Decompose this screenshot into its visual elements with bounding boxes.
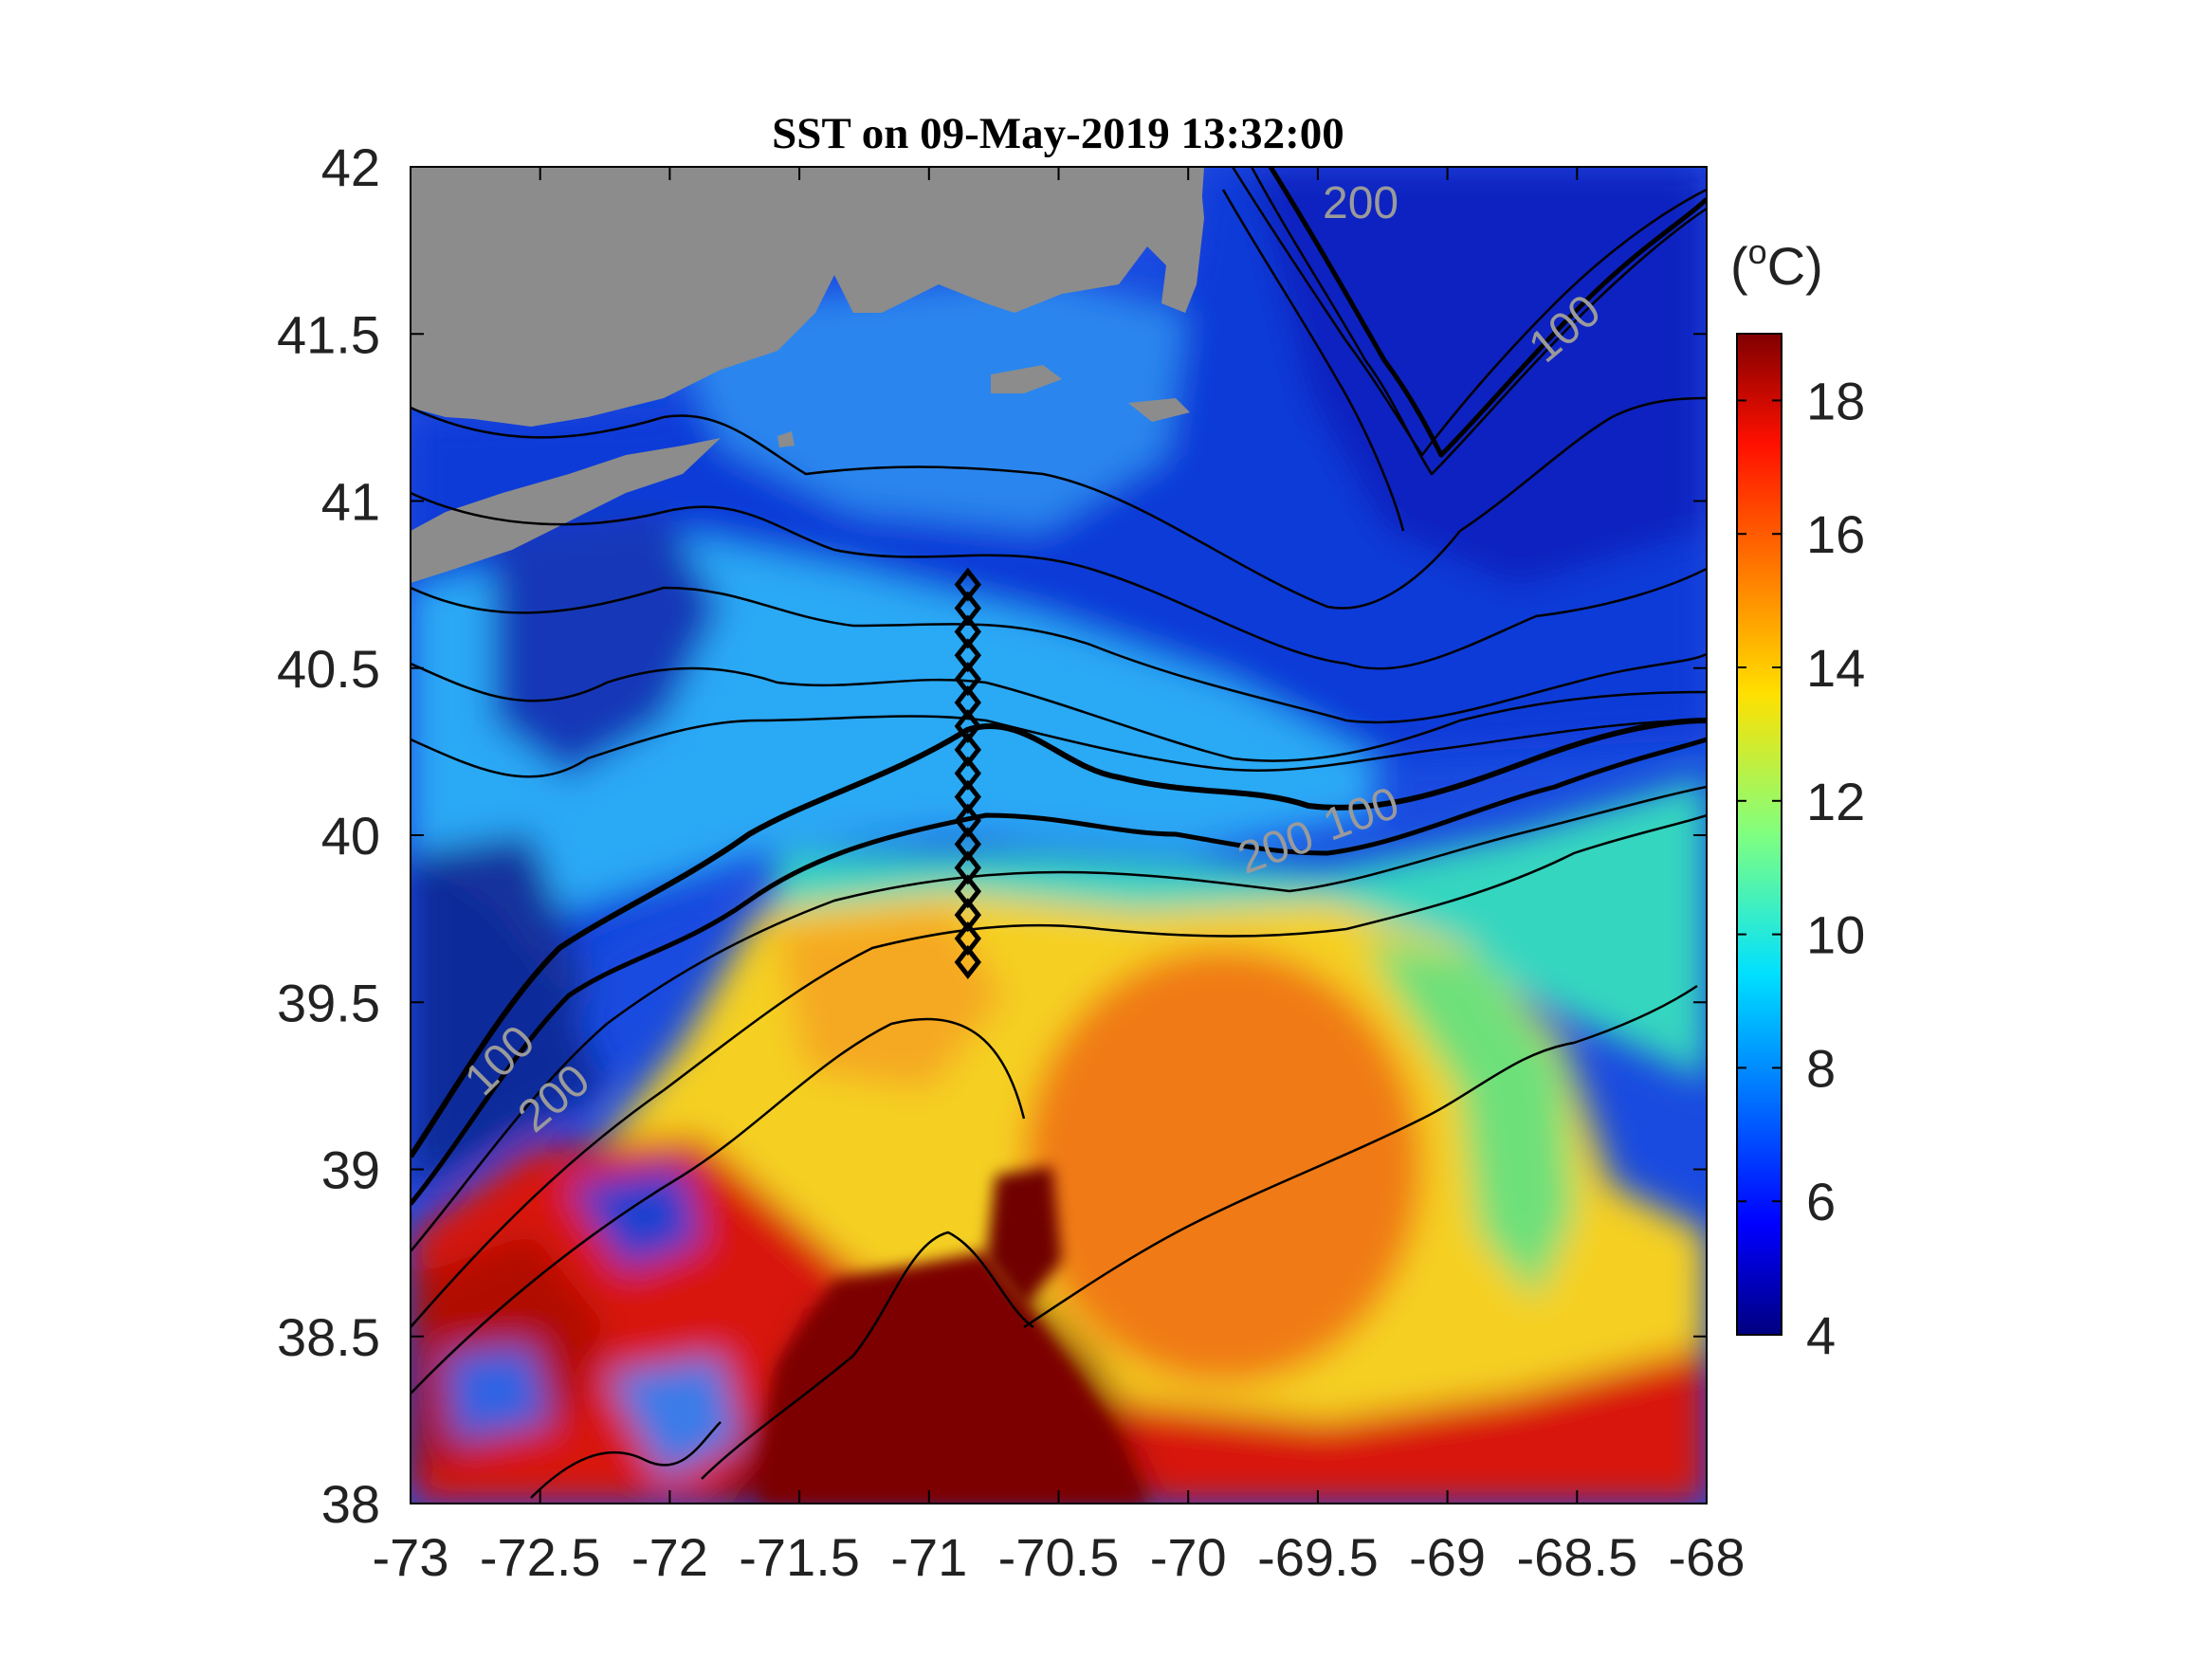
y-tick-label: 40.5 <box>277 639 380 699</box>
x-tick-label: -70 <box>1150 1527 1227 1587</box>
x-tick-label: -70.5 <box>998 1527 1120 1587</box>
land-marthas-vineyard <box>991 365 1062 393</box>
station-marker <box>954 803 981 838</box>
station-marker <box>954 732 981 767</box>
y-tick-label: 39 <box>321 1140 380 1200</box>
x-tick-label: -68 <box>1669 1527 1746 1587</box>
land-long-island <box>411 438 721 583</box>
station-marker <box>954 614 981 649</box>
x-axis: -73 -72.5 -72 -71.5 -71 -70.5 -70 -69.5 -69 -68.5… <box>373 167 1746 1587</box>
station-marker <box>954 827 981 862</box>
station-transect <box>954 567 981 979</box>
y-tick-label: 42 <box>321 137 380 197</box>
colorbar-tick-label: 4 <box>1806 1305 1836 1365</box>
y-tick-label: 41.5 <box>277 304 380 364</box>
x-tick-label: -72.5 <box>480 1527 601 1587</box>
colorbar-unit: (oC) <box>1730 232 1823 296</box>
land-mainland <box>411 167 1204 427</box>
station-marker <box>954 850 981 885</box>
x-tick-label: -72 <box>631 1527 708 1587</box>
station-marker <box>954 567 981 602</box>
contour-label-200-ne: 200 <box>1323 178 1398 228</box>
x-tick-label: -71.5 <box>739 1527 860 1587</box>
bathymetry-contours <box>411 167 1707 1499</box>
chart-title: SST on 09-May-2019 13:32:00 <box>772 109 1344 158</box>
land-nantucket <box>1128 398 1190 422</box>
colorbar-tick-label: 6 <box>1806 1172 1836 1231</box>
station-marker <box>954 685 981 720</box>
station-marker <box>954 779 981 814</box>
y-tick-label: 38 <box>321 1474 380 1534</box>
colorbar-ramp <box>1736 333 1782 1336</box>
x-tick-label: -68.5 <box>1516 1527 1637 1587</box>
station-marker <box>954 944 981 979</box>
station-marker <box>954 874 981 909</box>
y-tick-label: 40 <box>321 806 380 866</box>
colorbar: 4 6 8 10 12 14 16 18 (oC) <box>1730 232 1865 1365</box>
station-marker <box>954 638 981 673</box>
station-marker <box>954 921 981 957</box>
colorbar-tick-label: 10 <box>1806 905 1865 965</box>
colorbar-tick-label: 14 <box>1806 638 1865 698</box>
station-marker <box>954 591 981 626</box>
x-tick-label: -73 <box>373 1527 449 1587</box>
colorbar-tick-label: 16 <box>1806 504 1865 564</box>
y-axis: 42 41.5 41 40.5 40 39.5 39 38.5 38 <box>277 137 1707 1534</box>
x-tick-label: -71 <box>890 1527 967 1587</box>
land-cape-cod <box>1128 167 1204 313</box>
station-marker <box>954 898 981 933</box>
y-tick-label: 41 <box>321 472 380 532</box>
land-block-island <box>777 431 795 447</box>
station-marker <box>954 662 981 697</box>
colorbar-tick-label: 18 <box>1806 371 1865 430</box>
colorbar-tick-label: 12 <box>1806 772 1865 831</box>
x-tick-label: -69.5 <box>1257 1527 1379 1587</box>
station-marker <box>954 756 981 791</box>
station-marker <box>954 708 981 744</box>
y-tick-label: 39.5 <box>277 973 380 1032</box>
colorbar-tick-label: 8 <box>1806 1038 1836 1098</box>
colorbar-ticks: 4 6 8 10 12 14 16 18 <box>1737 371 1865 1365</box>
y-tick-label: 38.5 <box>277 1307 380 1367</box>
x-tick-label: -69 <box>1409 1527 1486 1587</box>
